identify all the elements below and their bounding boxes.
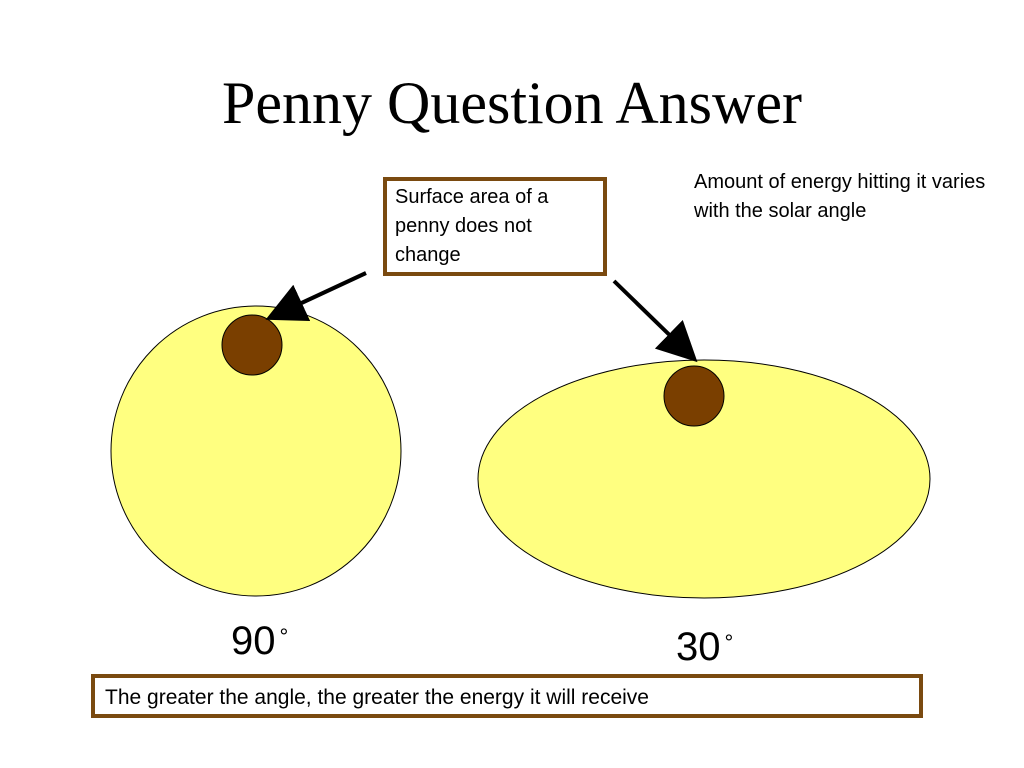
degree-symbol: °	[279, 624, 289, 649]
arrow-icon	[265, 271, 367, 322]
angle-value-30: 30	[676, 625, 721, 669]
sunlight-circle-90	[110, 305, 402, 597]
angle-label-90: 90 °	[231, 618, 288, 664]
surface-area-note: Surface area of a penny does not change	[383, 177, 607, 276]
angle-value-90: 90	[231, 619, 276, 663]
penny-30	[663, 365, 725, 427]
energy-note: Amount of energy hitting it varies with …	[694, 171, 986, 222]
arrow-icon	[612, 279, 698, 363]
conclusion-box: The greater the angle, the greater the e…	[91, 674, 923, 718]
sunlight-ellipse-30	[477, 359, 931, 599]
penny-90	[221, 314, 283, 376]
angle-label-30: 30 °	[676, 624, 733, 670]
slide-title: Penny Question Answer	[222, 70, 802, 136]
degree-symbol: °	[724, 630, 734, 655]
